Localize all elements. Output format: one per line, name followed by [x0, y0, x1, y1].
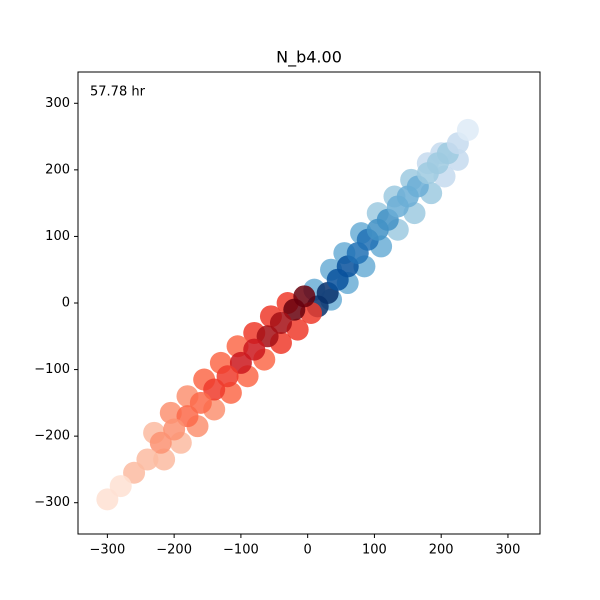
y-tick-label: 300 — [45, 96, 70, 111]
x-tick-label: −100 — [223, 543, 259, 558]
particle-dot — [243, 338, 266, 361]
particle-dot — [403, 202, 426, 225]
y-tick-label: 200 — [45, 162, 70, 177]
particle-dot — [109, 475, 132, 498]
y-tick-label: −300 — [34, 495, 70, 510]
x-tick-label: −200 — [156, 543, 192, 558]
particle-dot — [123, 461, 146, 484]
y-tick-label: 0 — [62, 296, 70, 311]
x-tick-label: −300 — [90, 543, 126, 558]
particle-dot — [229, 351, 252, 374]
particle-dot — [96, 488, 119, 511]
plot-marks — [96, 118, 479, 511]
particle-dot — [203, 378, 226, 401]
particle-dot — [283, 298, 306, 321]
chart-title: N_b4.00 — [276, 48, 342, 68]
particle-dot — [189, 391, 212, 414]
particle-dot — [136, 448, 159, 471]
annotation: 57.78 hr — [90, 85, 146, 100]
particle-dot — [286, 318, 309, 341]
particle-dot — [269, 311, 292, 334]
particle-dot — [256, 325, 279, 348]
particle-dot — [153, 448, 176, 471]
x-tick-label: 300 — [496, 543, 521, 558]
particle-dot — [149, 431, 172, 454]
y-tick-label: −100 — [34, 362, 70, 377]
particle-dot — [456, 118, 479, 141]
particle-dot — [226, 335, 249, 358]
x-tick-label: 0 — [304, 543, 312, 558]
particle-dot — [300, 301, 323, 324]
y-tick-label: −200 — [34, 429, 70, 444]
particle-dot — [219, 381, 242, 404]
x-tick-label: 200 — [429, 543, 454, 558]
x-tick-label: 100 — [362, 543, 387, 558]
particle-dot — [176, 405, 199, 428]
y-tick-label: 100 — [45, 229, 70, 244]
particle-dot — [216, 365, 239, 388]
particle-dot — [163, 418, 186, 441]
particle-dot — [159, 401, 182, 424]
